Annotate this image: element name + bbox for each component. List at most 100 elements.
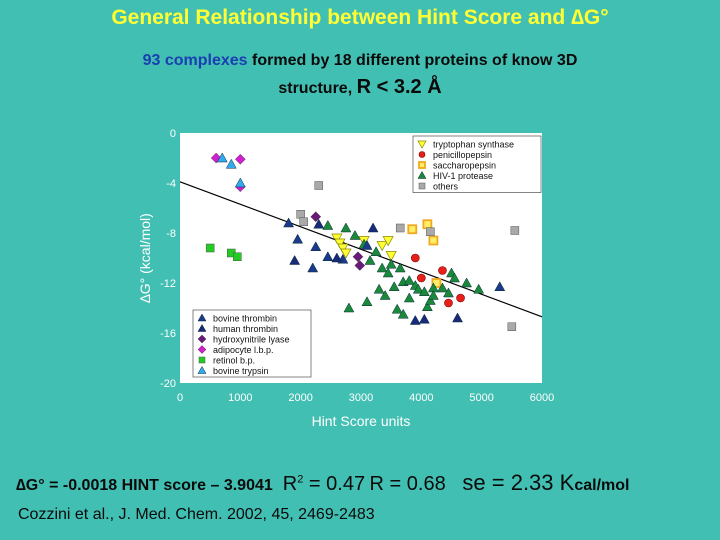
bovine-thrombin-point [310,241,322,251]
hydroxynitrile-lyase-point [310,211,322,223]
hiv-1-protease-point [424,294,436,305]
hiv-1-protease-point [373,283,385,294]
x-tick-label: 2000 [288,392,312,404]
tryptophan-synthase-point [385,251,397,262]
hiv-1-protease-point [437,282,448,293]
legend-label: others [433,182,459,192]
legend-top [412,135,542,193]
y-tick-label: -4 [166,178,176,190]
tryptophan-synthase-point [331,233,343,244]
x-tick-label: 6000 [530,392,554,404]
legend-marker [418,161,426,169]
legend-marker [197,365,207,374]
bovine-thrombin-point [283,217,295,228]
bovine-thrombin-point [292,233,304,244]
retinol-b-p-point [205,243,215,253]
x-tick-label: 5000 [469,392,493,404]
others-point [510,226,520,235]
hiv-1-protease-point [340,222,352,233]
hiv-1-protease-point [385,258,397,269]
human-thrombin-point [313,218,325,229]
tryptophan-synthase-point [337,243,349,254]
penicillopepsin-point [438,266,447,275]
subtitle-line2-prefix: structure, [278,80,357,97]
tryptophan-synthase-point [382,236,394,247]
bovine-thrombin-point [494,281,506,291]
hiv-1-protease-point [379,289,391,300]
hiv-1-protease-point [403,292,415,303]
bovine-trypsin-point [216,152,228,163]
subtitle-resolution: R < 3.2 Å [356,76,442,98]
legend-label: tryptophan synthase [433,140,514,150]
hydroxynitrile-lyase-point [352,251,364,263]
others-point [299,217,308,226]
human-thrombin-point [331,252,343,263]
equation-se-unit: cal/mol [574,477,630,494]
penicillopepsin-point [444,298,453,308]
x-axis-label: Hint Score units [312,413,411,429]
legend-label: retinol b.p. [213,356,255,366]
legend-marker [418,151,426,158]
saccharopepsin-point [428,235,439,246]
subtitle-rest: formed by 18 different proteins of know … [247,52,578,69]
hiv-1-protease-point [382,267,394,278]
bovine-thrombin-point [307,262,319,273]
bovine-trypsin-point [225,158,237,169]
hiv-1-protease-point [343,302,355,313]
retinol-b-p-point [233,252,242,261]
y-tick-label: -8 [166,228,176,240]
hiv-1-protease-point [361,296,373,306]
hiv-1-protease-point [388,281,400,291]
legend-label: HIV-1 protease [433,171,493,181]
human-thrombin-point [409,314,421,325]
others-point [314,181,324,190]
legend-marker [197,323,207,332]
y-tick-label: -16 [160,328,176,340]
equation-se: se = 2.33 K [462,470,575,495]
regression-equation: ∆G° = -0.0018 HINT score – 3.9041 R2 = 0… [16,470,629,496]
others-point [296,210,305,219]
hiv-1-protease-point [418,286,430,296]
penicillopepsin-point [456,293,465,303]
saccharopepsin-point [422,219,433,230]
tryptophan-synthase-point [376,241,388,252]
legend-label: human thrombin [213,324,278,334]
equation-lhs: ∆G° = -0.0018 HINT score – 3.9041 [16,477,273,494]
y-tick-label: 0 [170,128,176,140]
hiv-1-protease-point [403,274,415,285]
hiv-1-protease-point [412,283,424,294]
legend-marker [197,334,207,344]
hydroxynitrile-lyase-point [354,260,366,271]
legend-marker [417,170,427,179]
citation: Cozzini et al., J. Med. Chem. 2002, 45, … [18,506,375,523]
bovine-thrombin-point [361,239,373,250]
penicillopepsin-point [410,253,420,263]
adipocyte-l-b-p-point [235,153,246,165]
others-point [395,223,405,233]
hiv-1-protease-point [473,283,485,294]
y-tick-label: -20 [160,378,176,390]
hiv-1-protease-point [370,246,382,256]
hiv-1-protease-point [391,303,403,314]
legend-label: saccharopepsin [433,161,496,171]
page-title: General Relationship between Hint Score … [111,6,609,29]
human-thrombin-point [452,312,463,323]
scatter-chart: 0 1000 2000 3000 4000 5000 6000 0 -4 -8 -12 -16 -20 H… [137,128,554,429]
equation-r2: R2 = 0.47 [282,473,366,495]
tryptophan-synthase-point [334,238,346,249]
saccharopepsin-point [407,224,418,235]
penicillopepsin-point [417,273,426,283]
legend-marker [197,313,207,322]
equation-r: R = 0.68 [369,473,446,495]
x-tick-label: 0 [177,392,183,404]
legend-label: adipocyte l.b.p. [213,345,274,355]
x-tick-label: 3000 [349,392,373,404]
hiv-1-protease-point [427,289,439,300]
others-point [426,227,435,236]
legend-marker [418,182,426,190]
hiv-1-protease-point [461,277,473,288]
saccharopepsin-point [431,278,442,288]
y-tick-label: -12 [160,278,176,290]
subtitle: 93 complexes formed by 18 different prot… [0,48,720,102]
bovine-trypsin-point [234,177,246,188]
